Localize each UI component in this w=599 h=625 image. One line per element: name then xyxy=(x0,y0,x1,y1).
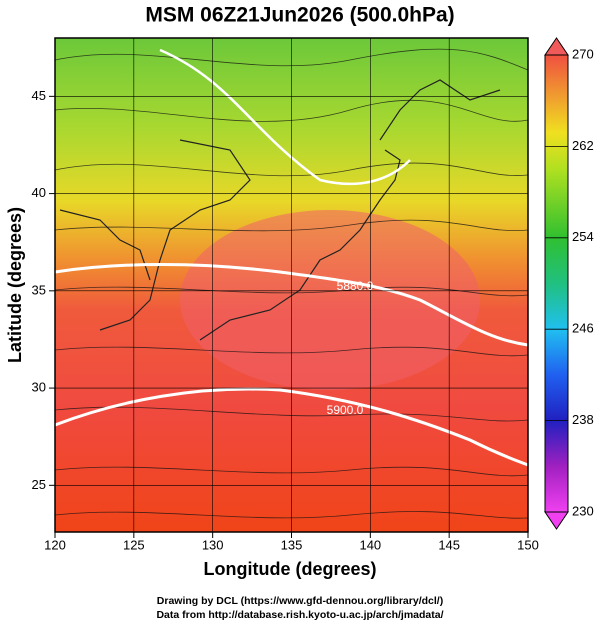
y-tick-label: 45 xyxy=(32,88,46,103)
streamlines xyxy=(55,48,528,519)
x-tick-label: 145 xyxy=(438,537,460,552)
coastlines xyxy=(59,79,501,341)
colorbar-under xyxy=(544,511,569,530)
colorbar-tick-label: 254 xyxy=(572,229,594,244)
y-axis-label: Latitude (degrees) xyxy=(5,207,25,363)
x-tick-label: 120 xyxy=(44,537,66,552)
colorbar-over xyxy=(544,37,569,56)
y-tick-label: 25 xyxy=(32,477,46,492)
x-tick-label: 140 xyxy=(359,537,381,552)
credit: Data from http://database.rish.kyoto-u.a… xyxy=(156,609,443,621)
y-tick-label: 40 xyxy=(32,185,46,200)
coastline xyxy=(59,209,151,281)
x-tick-label: 130 xyxy=(202,537,224,552)
colorbar-tick-label: 230 xyxy=(572,503,594,518)
colorbar-tick-label: 262 xyxy=(572,138,594,153)
coastline xyxy=(199,149,401,341)
credit: Drawing by DCL (https://www.gfd-dennou.o… xyxy=(157,595,443,607)
contour-label: 5900.0 xyxy=(327,403,364,417)
x-axis-label: Longitude (degrees) xyxy=(203,559,376,579)
x-tick-label: 135 xyxy=(281,537,303,552)
coastline xyxy=(379,79,501,141)
colorbar-tick-label: 270 xyxy=(572,46,594,61)
colorbar-tick-label: 238 xyxy=(572,412,594,427)
contour-line xyxy=(55,387,528,467)
title: MSM 06Z21Jun2026 (500.0hPa) xyxy=(145,4,454,27)
contour-label: 5880.0 xyxy=(337,279,374,293)
coastline xyxy=(99,139,251,331)
y-tick-label: 35 xyxy=(32,282,46,297)
y-tick-label: 30 xyxy=(32,380,46,395)
x-tick-label: 125 xyxy=(123,537,145,552)
x-tick-label: 150 xyxy=(517,537,539,552)
contour-line xyxy=(159,48,411,186)
colorbar-tick-label: 246 xyxy=(572,321,594,336)
warm-area xyxy=(180,210,480,390)
contour-line xyxy=(55,263,528,347)
colorbar xyxy=(544,54,569,513)
